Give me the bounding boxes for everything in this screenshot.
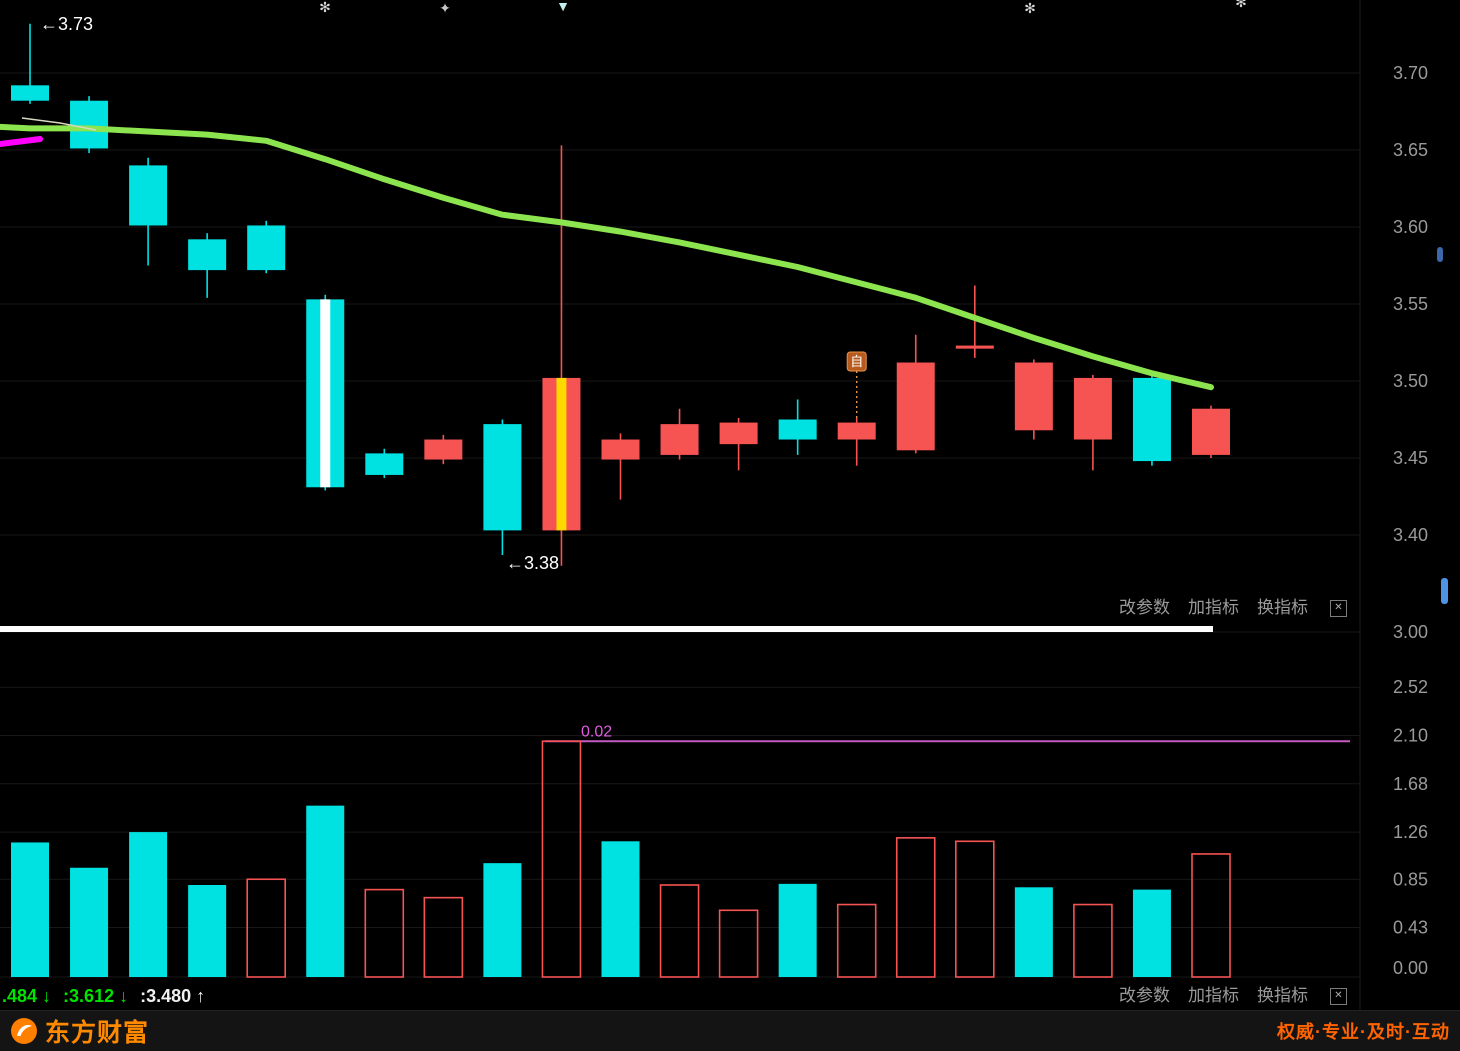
close-icon[interactable]: ✕ xyxy=(1330,599,1347,617)
add-indicator-button[interactable]: 加指标 xyxy=(1188,986,1239,1005)
indicator-axis-label: 0.85 xyxy=(1393,869,1428,889)
footer-bar: 东方财富 权威·专业·及时·互动 xyxy=(0,1010,1460,1051)
volume-bar[interactable] xyxy=(188,885,227,977)
volume-bar[interactable] xyxy=(659,884,700,978)
candle-body[interactable] xyxy=(247,225,286,271)
candle-body[interactable] xyxy=(483,424,522,531)
volume-bar[interactable] xyxy=(423,896,464,978)
candle-highlight-stripe xyxy=(320,299,331,488)
candle-body[interactable] xyxy=(778,419,817,440)
indicator-status-bar: .484 ↓ :3.612 ↓ :3.480 ↑ xyxy=(2,986,205,1007)
candle-body[interactable] xyxy=(424,439,463,460)
ma-line xyxy=(0,123,1214,391)
volume-bar[interactable] xyxy=(11,842,49,977)
candle-body[interactable] xyxy=(601,439,640,460)
indicator-axis-label: 0.00 xyxy=(1393,958,1428,978)
snowflake-icon: ✻ xyxy=(319,0,331,15)
add-indicator-button[interactable]: 加指标 xyxy=(1188,598,1239,617)
switch-indicator-button[interactable]: 换指标 xyxy=(1257,598,1308,617)
volume-bar[interactable] xyxy=(1191,853,1231,978)
volume-bar[interactable] xyxy=(718,909,759,978)
price-axis-label: 3.55 xyxy=(1393,294,1428,314)
volume-bar[interactable] xyxy=(541,740,582,978)
candle-body[interactable] xyxy=(1014,362,1053,431)
indicator-toolbar-bottom: 改参数 加指标 换指标 ✕ xyxy=(1119,987,1347,1005)
candle-body[interactable] xyxy=(70,100,109,149)
scrollbar-thumb[interactable] xyxy=(1441,578,1448,604)
volume-bar[interactable] xyxy=(129,832,168,977)
candle-body[interactable] xyxy=(188,239,227,271)
indicator-axis-label: 2.52 xyxy=(1393,677,1428,697)
snowflake-icon: ✻ xyxy=(1235,0,1247,10)
indicator-axis-label: 2.10 xyxy=(1393,726,1428,746)
custom-marker-badge[interactable] xyxy=(846,351,867,372)
eastmoney-brand: 东方财富 xyxy=(10,1013,149,1049)
indicator-axis-label: 0.43 xyxy=(1393,918,1428,938)
candle-body[interactable] xyxy=(11,85,49,101)
low-price-annotation: ←3.38 xyxy=(506,553,559,573)
volume-bar[interactable] xyxy=(601,841,640,977)
volume-bar[interactable] xyxy=(1132,889,1171,977)
change-params-button[interactable]: 改参数 xyxy=(1119,986,1170,1005)
price-axis-label: 3.70 xyxy=(1393,63,1428,83)
snowflake-icon: ▼ xyxy=(556,0,570,14)
status-value: :3.480 ↑ xyxy=(140,986,206,1006)
candle-body[interactable] xyxy=(896,362,935,451)
candle-body[interactable] xyxy=(129,165,168,226)
close-icon[interactable]: ✕ xyxy=(1330,987,1347,1005)
volume-bar[interactable] xyxy=(306,805,345,977)
chart-canvas[interactable]: 3.70 3.65 3.60 3.55 3.50 3.45 3.40 3.00 2.52 2.10… xyxy=(0,0,1460,1010)
snowflake-icon: ✻ xyxy=(1024,0,1036,16)
candle-highlight-stripe xyxy=(556,377,567,531)
volume-bar[interactable] xyxy=(954,840,995,978)
volume-bar[interactable] xyxy=(895,837,936,978)
volume-bar[interactable] xyxy=(1014,887,1053,977)
eastmoney-logo-icon xyxy=(11,1018,37,1044)
price-axis-label: 3.40 xyxy=(1393,525,1428,545)
custom-marker-badge-label: 自 xyxy=(850,354,863,369)
indicator-line xyxy=(0,626,1213,632)
indicator-axis-label: 1.68 xyxy=(1393,774,1428,794)
candle-body[interactable] xyxy=(1192,408,1230,455)
candle-body[interactable] xyxy=(955,345,994,349)
candle-body[interactable] xyxy=(365,453,404,475)
candle-body[interactable] xyxy=(837,422,876,440)
candle-body[interactable] xyxy=(660,424,699,455)
high-price-annotation: ←3.73 xyxy=(40,14,93,34)
candle-body[interactable] xyxy=(719,422,758,445)
candle-body[interactable] xyxy=(1073,377,1112,440)
snowflake-icon: ✦ xyxy=(439,0,451,16)
volume-bar[interactable] xyxy=(364,888,405,978)
switch-indicator-button[interactable]: 换指标 xyxy=(1257,986,1308,1005)
ma2-line xyxy=(0,136,43,147)
volume-cap-label: 0.02 xyxy=(581,723,612,740)
volume-bar[interactable] xyxy=(836,903,877,978)
candle-body[interactable] xyxy=(1132,377,1171,462)
volume-bar[interactable] xyxy=(70,867,109,977)
price-axis-label: 3.65 xyxy=(1393,140,1428,160)
footer-slogan: 权威·专业·及时·互动 xyxy=(1277,1022,1450,1042)
indicator-toolbar-top: 改参数 加指标 换指标 ✕ xyxy=(1119,599,1347,617)
volume-bar[interactable] xyxy=(246,878,286,978)
volume-bar[interactable] xyxy=(483,863,522,977)
volume-bar[interactable] xyxy=(778,883,817,977)
status-value: :3.612 ↓ xyxy=(63,986,129,1006)
indicator-axis-label: 1.26 xyxy=(1393,822,1428,842)
price-axis-label: 3.50 xyxy=(1393,371,1428,391)
price-axis-label: 3.45 xyxy=(1393,448,1428,468)
ma-thin-line xyxy=(21,117,97,131)
change-params-button[interactable]: 改参数 xyxy=(1119,598,1170,617)
indicator-axis-label: 3.00 xyxy=(1393,622,1428,642)
volume-bar[interactable] xyxy=(1073,903,1113,978)
price-axis-label: 3.60 xyxy=(1393,217,1428,237)
status-value: .484 ↓ xyxy=(2,986,52,1006)
brand-name: 东方财富 xyxy=(45,1019,150,1047)
scrollbar-thumb[interactable] xyxy=(1437,247,1443,262)
